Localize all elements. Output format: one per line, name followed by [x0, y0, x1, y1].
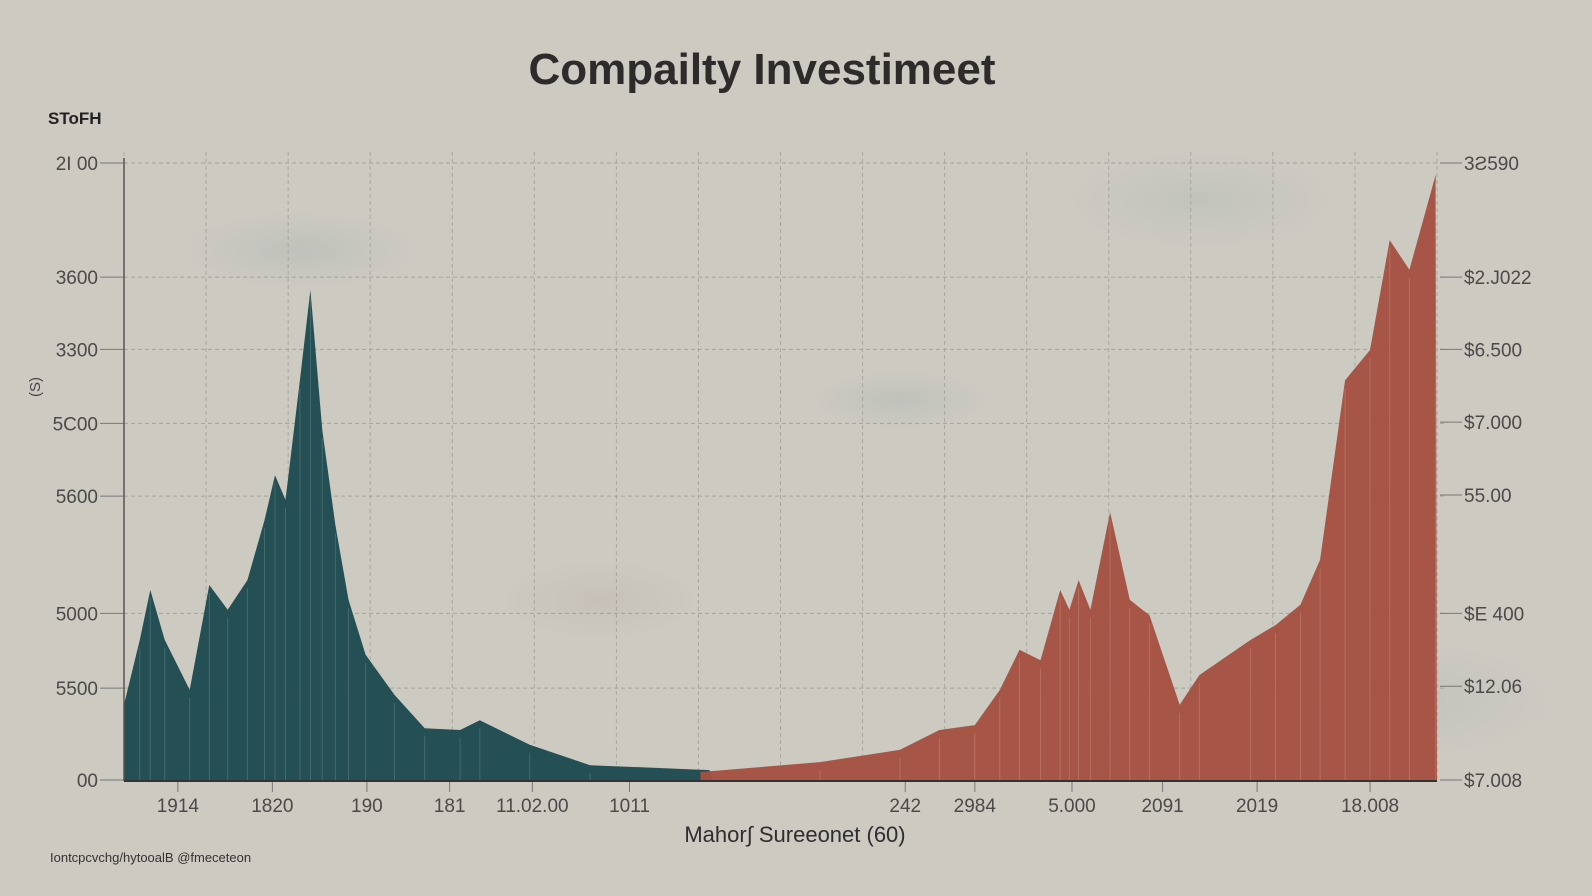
left-tick-label: 3600 [56, 268, 98, 289]
x-tick-label: 181 [434, 796, 466, 817]
x-tick-label: 190 [351, 796, 383, 817]
x-tick-label: 11.02.00 [496, 796, 569, 817]
right-tick-label: $7.000 [1464, 413, 1522, 434]
series-areas [123, 174, 1437, 780]
right-tick-label: 3Ƨ590 [1464, 154, 1519, 175]
x-tick-label: 2984 [954, 796, 997, 817]
ticks: 2I 00 3600 3300 5C00 5600 5000 5500 00 3Ƨ590 $2.J… [53, 154, 1532, 817]
y-axis-unit-label: SToFH [48, 109, 102, 128]
right-tick-label: $12.06 [1464, 677, 1522, 698]
x-tick-label: 1820 [251, 796, 293, 817]
area-red [700, 174, 1437, 780]
left-tick-label: 00 [77, 771, 98, 792]
x-tick-label: 18.008 [1341, 796, 1399, 817]
right-tick-label: $E 400 [1464, 604, 1524, 625]
area-teal [124, 290, 713, 780]
right-tick-label: $2.J022 [1464, 268, 1532, 289]
x-axis-label: Mahor∫ Sureeonet (60) [684, 822, 905, 847]
chart-title: Compailty Investimeet [528, 45, 995, 94]
x-tick-label: 5.000 [1048, 796, 1096, 817]
x-tick-label: 2091 [1141, 796, 1183, 817]
left-tick-label: 5600 [56, 487, 98, 508]
x-tick-label: 1914 [157, 796, 200, 817]
x-tick-label: 1011 [609, 796, 650, 817]
left-tick-label: 2I 00 [56, 154, 98, 175]
footnote: Iontcpcvchg/hytooalB @fmeceteon [50, 850, 251, 865]
left-tick-label: 5000 [56, 604, 98, 625]
right-tick-label: $7.008 [1464, 771, 1522, 792]
right-tick-label: $6.500 [1464, 340, 1522, 361]
x-tick-label: 2019 [1236, 796, 1278, 817]
left-tick-label: 5C00 [53, 414, 98, 435]
left-tick-label: 3300 [56, 340, 98, 361]
right-tick-label: 55.00 [1464, 486, 1512, 507]
left-tick-label: 5500 [56, 679, 98, 700]
x-tick-label: 242 [889, 796, 921, 817]
y-axis-side-label: (S) [27, 377, 44, 397]
